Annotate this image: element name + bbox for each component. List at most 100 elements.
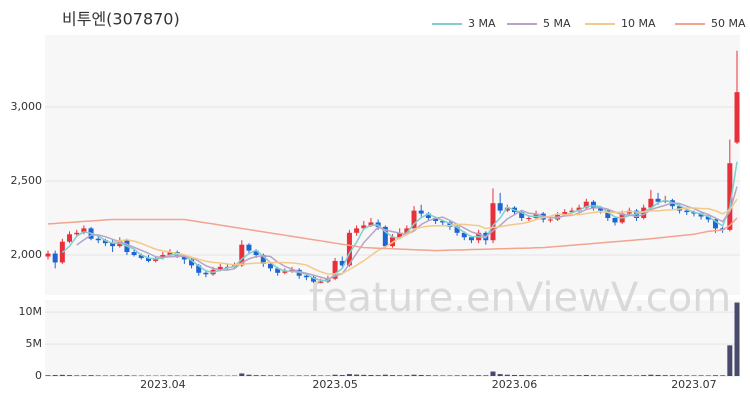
y-tick-label: 0 (35, 369, 42, 382)
volume-bar (605, 375, 610, 376)
volume-bar (469, 375, 474, 376)
volume-bar (498, 374, 503, 376)
candle-body (498, 203, 503, 210)
volume-bar (490, 372, 495, 376)
volume-bar (555, 375, 560, 376)
volume-bar (376, 375, 381, 376)
volume-bar (168, 375, 173, 376)
y-tick-label: 10M (19, 305, 43, 318)
volume-bar (74, 375, 79, 376)
volume-bar (699, 375, 704, 376)
volume-bar (684, 375, 689, 376)
candle-body (74, 233, 79, 234)
candle-body (96, 239, 101, 240)
volume-bar (591, 375, 596, 376)
volume-bar (476, 375, 481, 376)
volume-bar (211, 375, 216, 376)
candle-body (67, 234, 72, 241)
volume-bar (534, 375, 539, 376)
volume-bar (440, 375, 445, 376)
y-tick-label: 5M (26, 337, 43, 350)
volume-bar (577, 375, 582, 376)
volume-bar (670, 375, 675, 376)
volume-bar (46, 375, 51, 376)
candle-body (469, 237, 474, 240)
candle-body (656, 199, 661, 202)
chart-title: 비투엔(307870) (62, 10, 180, 29)
volume-bar (67, 375, 72, 376)
volume-bar (124, 375, 129, 376)
y-tick-label: 2,000 (11, 248, 43, 261)
volume-bar (412, 375, 417, 376)
candle-body (132, 252, 137, 255)
volume-bar (261, 375, 266, 376)
volume-bar (340, 375, 345, 376)
volume-bar (297, 375, 302, 376)
volume-bar (390, 375, 395, 376)
volume-bar (304, 375, 309, 376)
volume-bar (383, 375, 388, 376)
legend-label: 3 MA (468, 17, 496, 30)
volume-bar (706, 375, 711, 376)
volume-bar (196, 375, 201, 376)
candle-body (419, 211, 424, 214)
volume-bar (634, 375, 639, 376)
watermark: feature.enViewV.com (309, 275, 731, 321)
volume-bar (110, 375, 115, 376)
volume-bar (117, 375, 122, 376)
volume-bar (526, 375, 531, 376)
volume-bar (483, 375, 488, 376)
volume-bar (548, 375, 553, 376)
volume-bar (462, 375, 467, 376)
volume-bar (620, 375, 625, 376)
volume-bar (713, 375, 718, 376)
volume-bar (691, 375, 696, 376)
volume-bar (132, 375, 137, 376)
volume-bar (203, 375, 208, 376)
volume-bar (677, 375, 682, 376)
volume-bar (347, 374, 352, 376)
legend-label: 50 MA (711, 17, 746, 30)
volume-bar (368, 375, 373, 376)
x-tick-label: 2023.05 (312, 378, 358, 391)
price-panel (45, 35, 740, 295)
y-tick-label: 3,000 (11, 100, 43, 113)
volume-bar (663, 375, 668, 376)
volume-bar (246, 375, 251, 376)
volume-bar (311, 375, 316, 376)
volume-bar (541, 375, 546, 376)
volume-bar (656, 375, 661, 376)
volume-bar (89, 375, 94, 376)
candle-body (246, 245, 251, 251)
candle-body (354, 228, 359, 232)
x-tick-label: 2023.07 (671, 378, 717, 391)
volume-bar (404, 375, 409, 376)
volume-bar (569, 375, 574, 376)
candle-body (203, 273, 208, 274)
volume-bar (455, 375, 460, 376)
y-tick-label: 2,500 (11, 174, 43, 187)
volume-bar (361, 375, 366, 376)
legend-label: 10 MA (621, 17, 656, 30)
volume-bar (512, 375, 517, 376)
volume-bar (584, 375, 589, 376)
volume-bar (53, 375, 58, 376)
volume-bar (268, 375, 273, 376)
volume-bar (598, 375, 603, 376)
volume-bar (354, 375, 359, 376)
volume-bar (433, 375, 438, 376)
volume-bar (397, 375, 402, 376)
volume-bar (735, 303, 740, 376)
candle-body (735, 92, 740, 142)
candle-body (46, 254, 51, 257)
volume-bar (282, 375, 287, 376)
candle-body (612, 218, 617, 222)
volume-bar (641, 375, 646, 376)
volume-bar (239, 373, 244, 376)
volume-bar (612, 375, 617, 376)
volume-bar (254, 375, 259, 376)
volume-bar (60, 375, 65, 376)
candle-body (53, 254, 58, 263)
legend-label: 5 MA (543, 17, 571, 30)
